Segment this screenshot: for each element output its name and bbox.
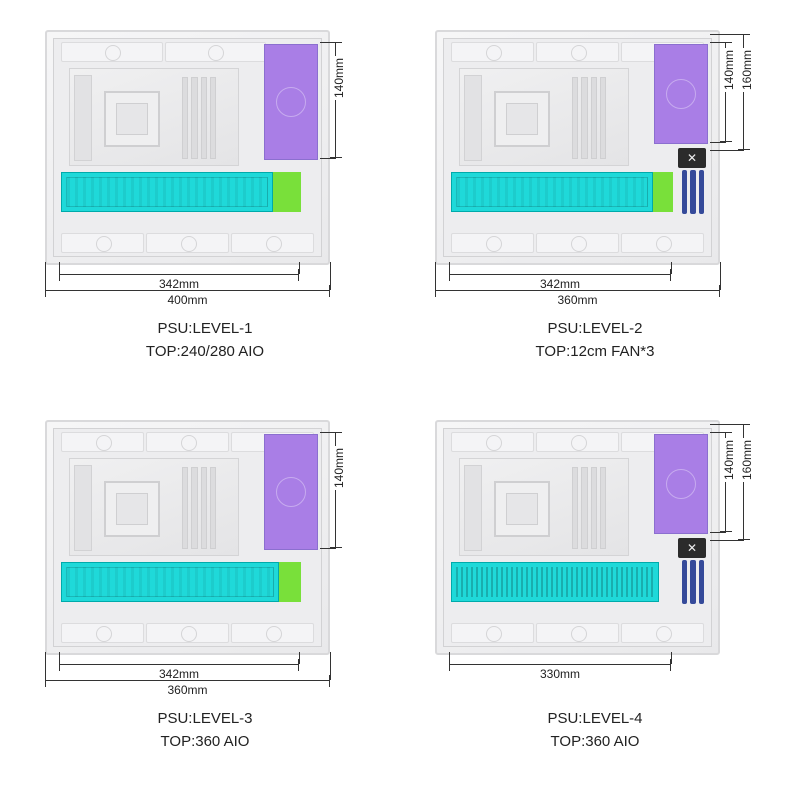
case-shell <box>45 30 330 265</box>
top-config-label: TOP:12cm FAN*3 <box>536 341 655 364</box>
psu-outer-height-label: 160mm <box>740 48 754 92</box>
gpu-tail-block <box>653 172 673 212</box>
case-diagram: ✕140mm160mm342mm360mm <box>435 30 755 290</box>
case-shell <box>45 420 330 655</box>
config-panel-level-2: ✕ 140mm 160mm 342mm 360mm PSU:LEVEL-2TOP:12cm… <box>410 30 780 380</box>
config-panel-level-3: 140mm 342mm 360mm PSU:LEVEL-3TOP:360 AIO <box>20 420 390 770</box>
width-dim-label: 330mm <box>538 667 582 681</box>
psu-outer-height-dim: 160mm <box>743 34 757 150</box>
psu-block <box>654 434 708 534</box>
bottom-fans <box>451 623 704 643</box>
psu-height-label: 140mm <box>722 438 736 482</box>
bottom-fans <box>451 233 704 253</box>
psu-outer-height-dim: 160mm <box>743 424 757 540</box>
width-dim-label: 342mm <box>157 667 201 681</box>
psu-cables <box>682 170 704 214</box>
case-diagram: 140mm342mm400mm <box>45 30 365 290</box>
width-dim-1: 360mm <box>45 680 330 694</box>
case-diagram: ✕ 140mm 160mm 330mm <box>435 420 755 680</box>
gpu-block <box>61 172 273 212</box>
width-dim-label: 342mm <box>538 277 582 291</box>
psu-height-dim: 140mm <box>725 432 739 532</box>
cable-cap-icon: ✕ <box>678 148 706 168</box>
config-panel-level-1: 140mm 342mm 400mm PSU:LEVEL-1TOP:240/280 AI… <box>20 30 390 380</box>
psu-level-label: PSU:LEVEL-4 <box>547 708 642 731</box>
top-config-label: TOP:360 AIO <box>157 731 252 754</box>
bottom-fans <box>61 623 314 643</box>
motherboard <box>459 458 629 556</box>
case-shell: ✕ <box>435 30 720 265</box>
width-dim-1: 400mm <box>45 290 330 304</box>
psu-height-label: 140mm <box>332 446 346 490</box>
motherboard <box>459 68 629 166</box>
gpu-tail-block <box>273 172 301 212</box>
config-panel-level-4: ✕ 140mm 160mm 330mm PSU:LEVEL-4TOP:360 AIO <box>410 420 780 770</box>
cable-cap-icon: ✕ <box>678 538 706 558</box>
psu-block <box>264 44 318 160</box>
psu-level-label: PSU:LEVEL-1 <box>146 318 264 341</box>
psu-level-label: PSU:LEVEL-3 <box>157 708 252 731</box>
psu-height-label: 140mm <box>332 56 346 100</box>
psu-height-dim: 140mm <box>335 432 349 548</box>
case-diagram: 140mm342mm360mm <box>45 420 365 680</box>
width-dim-label: 360mm <box>555 293 599 307</box>
width-dim-0: 330mm <box>449 664 671 678</box>
width-dim-label: 342mm <box>157 277 201 291</box>
top-config-label: TOP:360 AIO <box>547 731 642 754</box>
panel-caption: PSU:LEVEL-1TOP:240/280 AIO <box>146 318 264 363</box>
motherboard <box>69 68 239 166</box>
top-config-label: TOP:240/280 AIO <box>146 341 264 364</box>
panel-caption: PSU:LEVEL-3TOP:360 AIO <box>157 708 252 753</box>
psu-height-dim: 140mm <box>335 42 349 158</box>
width-dim-label: 360mm <box>165 683 209 697</box>
bottom-fans <box>61 233 314 253</box>
top-fans <box>61 42 266 62</box>
psu-level-label: PSU:LEVEL-2 <box>536 318 655 341</box>
width-dim-0: 342mm <box>449 274 671 288</box>
width-dim-0: 342mm <box>59 274 299 288</box>
width-dim-1: 360mm <box>435 290 720 304</box>
width-dim-0: 342mm <box>59 664 299 678</box>
psu-height-label: 140mm <box>722 48 736 92</box>
case-shell: ✕ <box>435 420 720 655</box>
psu-height-dim: 140mm <box>725 42 739 142</box>
gpu-block <box>61 562 279 602</box>
panel-caption: PSU:LEVEL-4TOP:360 AIO <box>547 708 642 753</box>
gpu-tail-block <box>279 562 301 602</box>
gpu-block <box>451 172 653 212</box>
width-dim-label: 400mm <box>165 293 209 307</box>
panel-caption: PSU:LEVEL-2TOP:12cm FAN*3 <box>536 318 655 363</box>
psu-block <box>654 44 708 144</box>
motherboard <box>69 458 239 556</box>
psu-block <box>264 434 318 550</box>
psu-outer-height-label: 160mm <box>740 438 754 482</box>
psu-cables <box>682 560 704 604</box>
gpu-block <box>451 562 659 602</box>
